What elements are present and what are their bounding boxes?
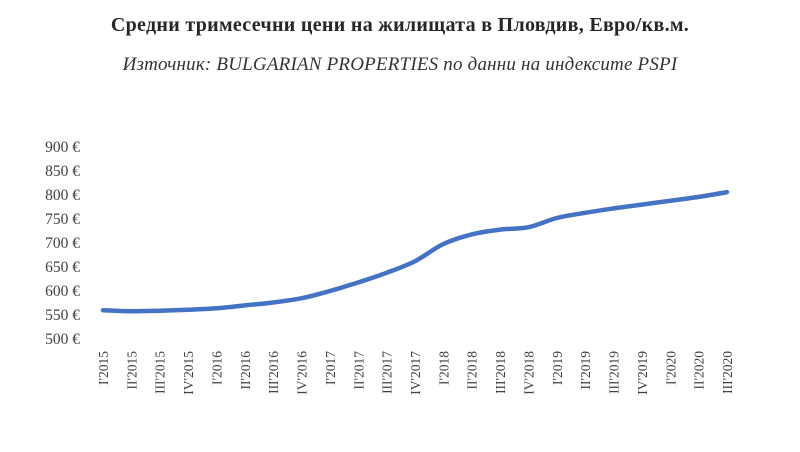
x-axis-tick-label: II'2016 (238, 351, 253, 390)
y-axis-tick-label: 500 € (45, 331, 80, 348)
y-axis-tick-label: 600 € (45, 283, 80, 300)
x-axis-tick-label: IV'2017 (408, 351, 423, 395)
x-axis-tick-label: IV'2015 (181, 351, 196, 395)
line-chart: 900 € 850 € 800 € 750 € 700 € 650 € 600 € 550 €… (0, 133, 800, 452)
x-axis-tick-label: III'2020 (720, 351, 735, 394)
x-axis-tick-label: IV'2016 (295, 351, 310, 395)
x-axis-tick-label: III'2015 (153, 351, 168, 394)
price-line-series (100, 189, 730, 314)
x-axis-tick-label: III'2017 (380, 351, 395, 394)
y-axis-tick-label: 700 € (45, 235, 80, 252)
x-axis-tick-label: II'2020 (692, 351, 707, 390)
x-axis-tick-label: III'2019 (607, 351, 622, 394)
x-axis-tick-label: I'2017 (323, 351, 338, 385)
x-axis-tick-label: I'2020 (663, 351, 678, 385)
x-axis-tick-label: I'2019 (550, 351, 565, 385)
y-axis-tick-label: 800 € (45, 187, 80, 204)
y-axis-tick-label: 900 € (45, 139, 80, 156)
x-axis-tick-label: III'2018 (493, 351, 508, 394)
x-axis-tick-label: II'2019 (578, 351, 593, 390)
x-axis-tick-label: IV'2018 (521, 351, 536, 395)
x-axis-tick-label: II'2017 (351, 351, 366, 390)
x-axis-tick-label: II'2018 (465, 351, 480, 390)
x-axis-tick-label: II'2015 (124, 351, 139, 390)
x-axis-tick-label: I'2016 (209, 351, 224, 385)
chart-svg: 900 € 850 € 800 € 750 € 700 € 650 € 600 € 550 €… (45, 139, 735, 395)
chart-subtitle: Източник: BULGARIAN PROPERTIES по данни … (122, 54, 678, 75)
y-axis-tick-label: 750 € (45, 211, 80, 228)
x-axis-tick-label: I'2015 (96, 351, 111, 385)
y-axis-tick-label: 650 € (45, 259, 80, 276)
y-axis-tick-label: 850 € (45, 163, 80, 180)
x-axis-tick-label: I'2018 (436, 351, 451, 385)
chart-title: Средни тримесечни цени на жилищата в Пло… (110, 14, 690, 36)
x-axis-tick-label: III'2016 (266, 351, 281, 394)
y-axis-tick-label: 550 € (45, 307, 80, 324)
x-axis-tick-label: IV'2019 (635, 351, 650, 395)
